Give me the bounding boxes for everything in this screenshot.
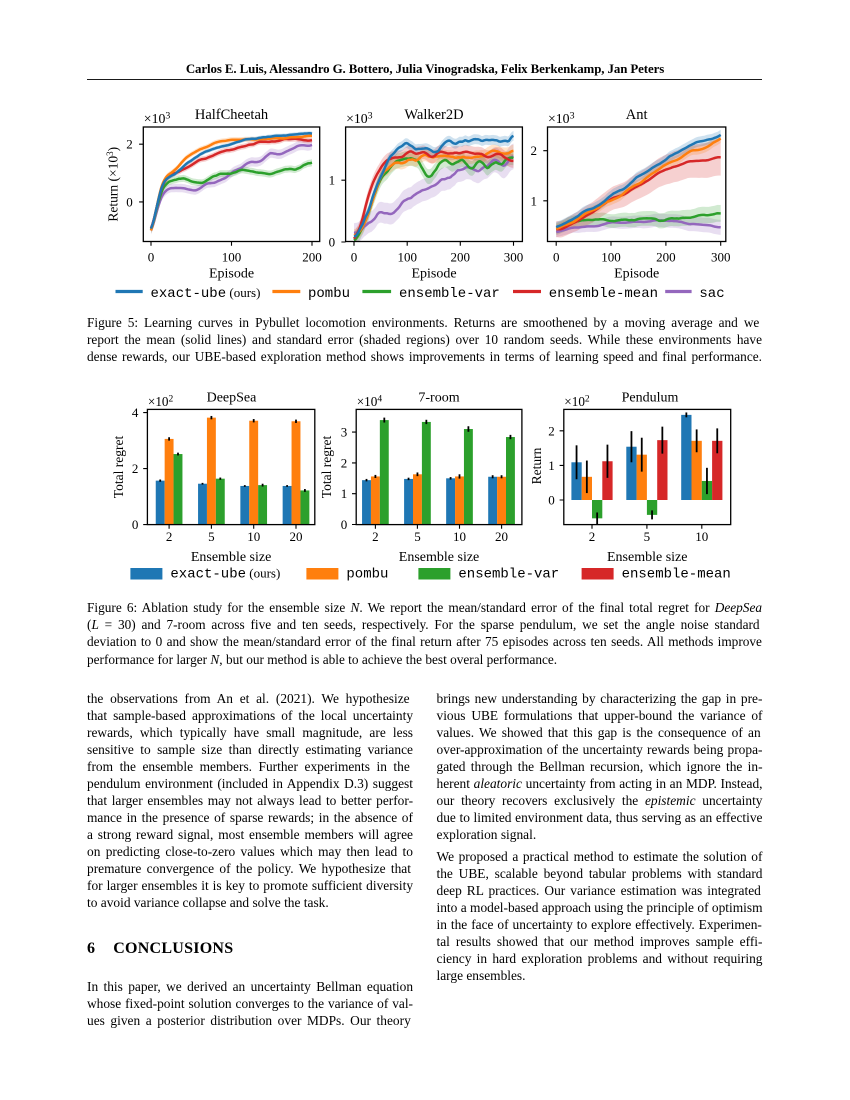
svg-text:300: 300 bbox=[504, 250, 524, 265]
svg-text:0: 0 bbox=[351, 250, 358, 265]
svg-text:pombu: pombu bbox=[308, 286, 350, 302]
svg-text:ensemble-mean: ensemble-mean bbox=[622, 567, 731, 583]
svg-text:2: 2 bbox=[372, 529, 379, 544]
svg-text:×104: ×104 bbox=[357, 394, 383, 409]
svg-text:1: 1 bbox=[329, 173, 336, 188]
svg-text:Walker2D: Walker2D bbox=[404, 107, 463, 123]
svg-text:0: 0 bbox=[548, 493, 555, 508]
svg-text:0: 0 bbox=[132, 517, 139, 532]
svg-text:×103: ×103 bbox=[346, 111, 373, 127]
svg-text:Episode: Episode bbox=[614, 266, 659, 281]
svg-text:10: 10 bbox=[695, 529, 708, 544]
svg-text:Return: Return bbox=[529, 447, 544, 484]
svg-text:DeepSea: DeepSea bbox=[207, 390, 258, 405]
svg-text:exact-ube (ours): exact-ube (ours) bbox=[151, 285, 261, 302]
svg-text:0: 0 bbox=[126, 194, 133, 209]
svg-text:5: 5 bbox=[414, 529, 421, 544]
svg-text:2: 2 bbox=[132, 461, 139, 476]
svg-text:2: 2 bbox=[166, 529, 173, 544]
svg-text:0: 0 bbox=[329, 235, 336, 250]
svg-text:ensemble-var: ensemble-var bbox=[458, 567, 559, 583]
svg-text:2: 2 bbox=[341, 455, 348, 470]
svg-text:1: 1 bbox=[531, 193, 538, 208]
svg-text:4: 4 bbox=[132, 405, 139, 420]
svg-text:sac: sac bbox=[699, 286, 724, 302]
svg-text:0: 0 bbox=[553, 250, 560, 265]
svg-text:Ensemble size: Ensemble size bbox=[399, 550, 479, 565]
svg-text:×103: ×103 bbox=[548, 111, 575, 127]
svg-text:200: 200 bbox=[302, 250, 322, 265]
svg-text:20: 20 bbox=[290, 529, 303, 544]
svg-text:0: 0 bbox=[148, 250, 155, 265]
svg-text:Total regret: Total regret bbox=[319, 436, 334, 499]
svg-text:3: 3 bbox=[341, 425, 348, 440]
svg-text:Pendulum: Pendulum bbox=[622, 390, 679, 405]
svg-text:2: 2 bbox=[589, 529, 596, 544]
svg-text:1: 1 bbox=[341, 486, 348, 501]
svg-text:0: 0 bbox=[341, 517, 348, 532]
svg-text:2: 2 bbox=[531, 143, 538, 158]
svg-text:×103: ×103 bbox=[144, 111, 171, 127]
svg-text:5: 5 bbox=[644, 529, 651, 544]
svg-text:Episode: Episode bbox=[411, 266, 456, 281]
svg-text:100: 100 bbox=[601, 250, 621, 265]
svg-text:pombu: pombu bbox=[346, 567, 388, 583]
svg-text:200: 200 bbox=[656, 250, 676, 265]
svg-text:10: 10 bbox=[247, 529, 260, 544]
svg-text:2: 2 bbox=[126, 137, 133, 152]
svg-text:2: 2 bbox=[548, 423, 555, 438]
svg-text:×102: ×102 bbox=[148, 394, 174, 409]
svg-text:Episode: Episode bbox=[209, 266, 254, 281]
svg-text:20: 20 bbox=[495, 529, 508, 544]
svg-text:Ensemble size: Ensemble size bbox=[607, 550, 687, 565]
svg-text:10: 10 bbox=[453, 529, 466, 544]
svg-text:Return (×103): Return (×103) bbox=[105, 147, 121, 222]
svg-text:Ensemble size: Ensemble size bbox=[191, 550, 271, 565]
svg-text:300: 300 bbox=[711, 250, 731, 265]
svg-text:exact-ube (ours): exact-ube (ours) bbox=[170, 566, 280, 583]
svg-text:×102: ×102 bbox=[564, 394, 590, 409]
svg-text:ensemble-var: ensemble-var bbox=[399, 286, 500, 302]
svg-text:7-room: 7-room bbox=[418, 390, 459, 405]
svg-text:ensemble-mean: ensemble-mean bbox=[549, 286, 658, 302]
svg-text:Total regret: Total regret bbox=[111, 436, 126, 499]
svg-text:100: 100 bbox=[222, 250, 242, 265]
svg-text:Ant: Ant bbox=[626, 107, 648, 123]
svg-text:HalfCheetah: HalfCheetah bbox=[195, 107, 269, 123]
svg-text:200: 200 bbox=[451, 250, 471, 265]
svg-text:1: 1 bbox=[548, 458, 555, 473]
svg-text:100: 100 bbox=[397, 250, 417, 265]
svg-text:5: 5 bbox=[208, 529, 215, 544]
